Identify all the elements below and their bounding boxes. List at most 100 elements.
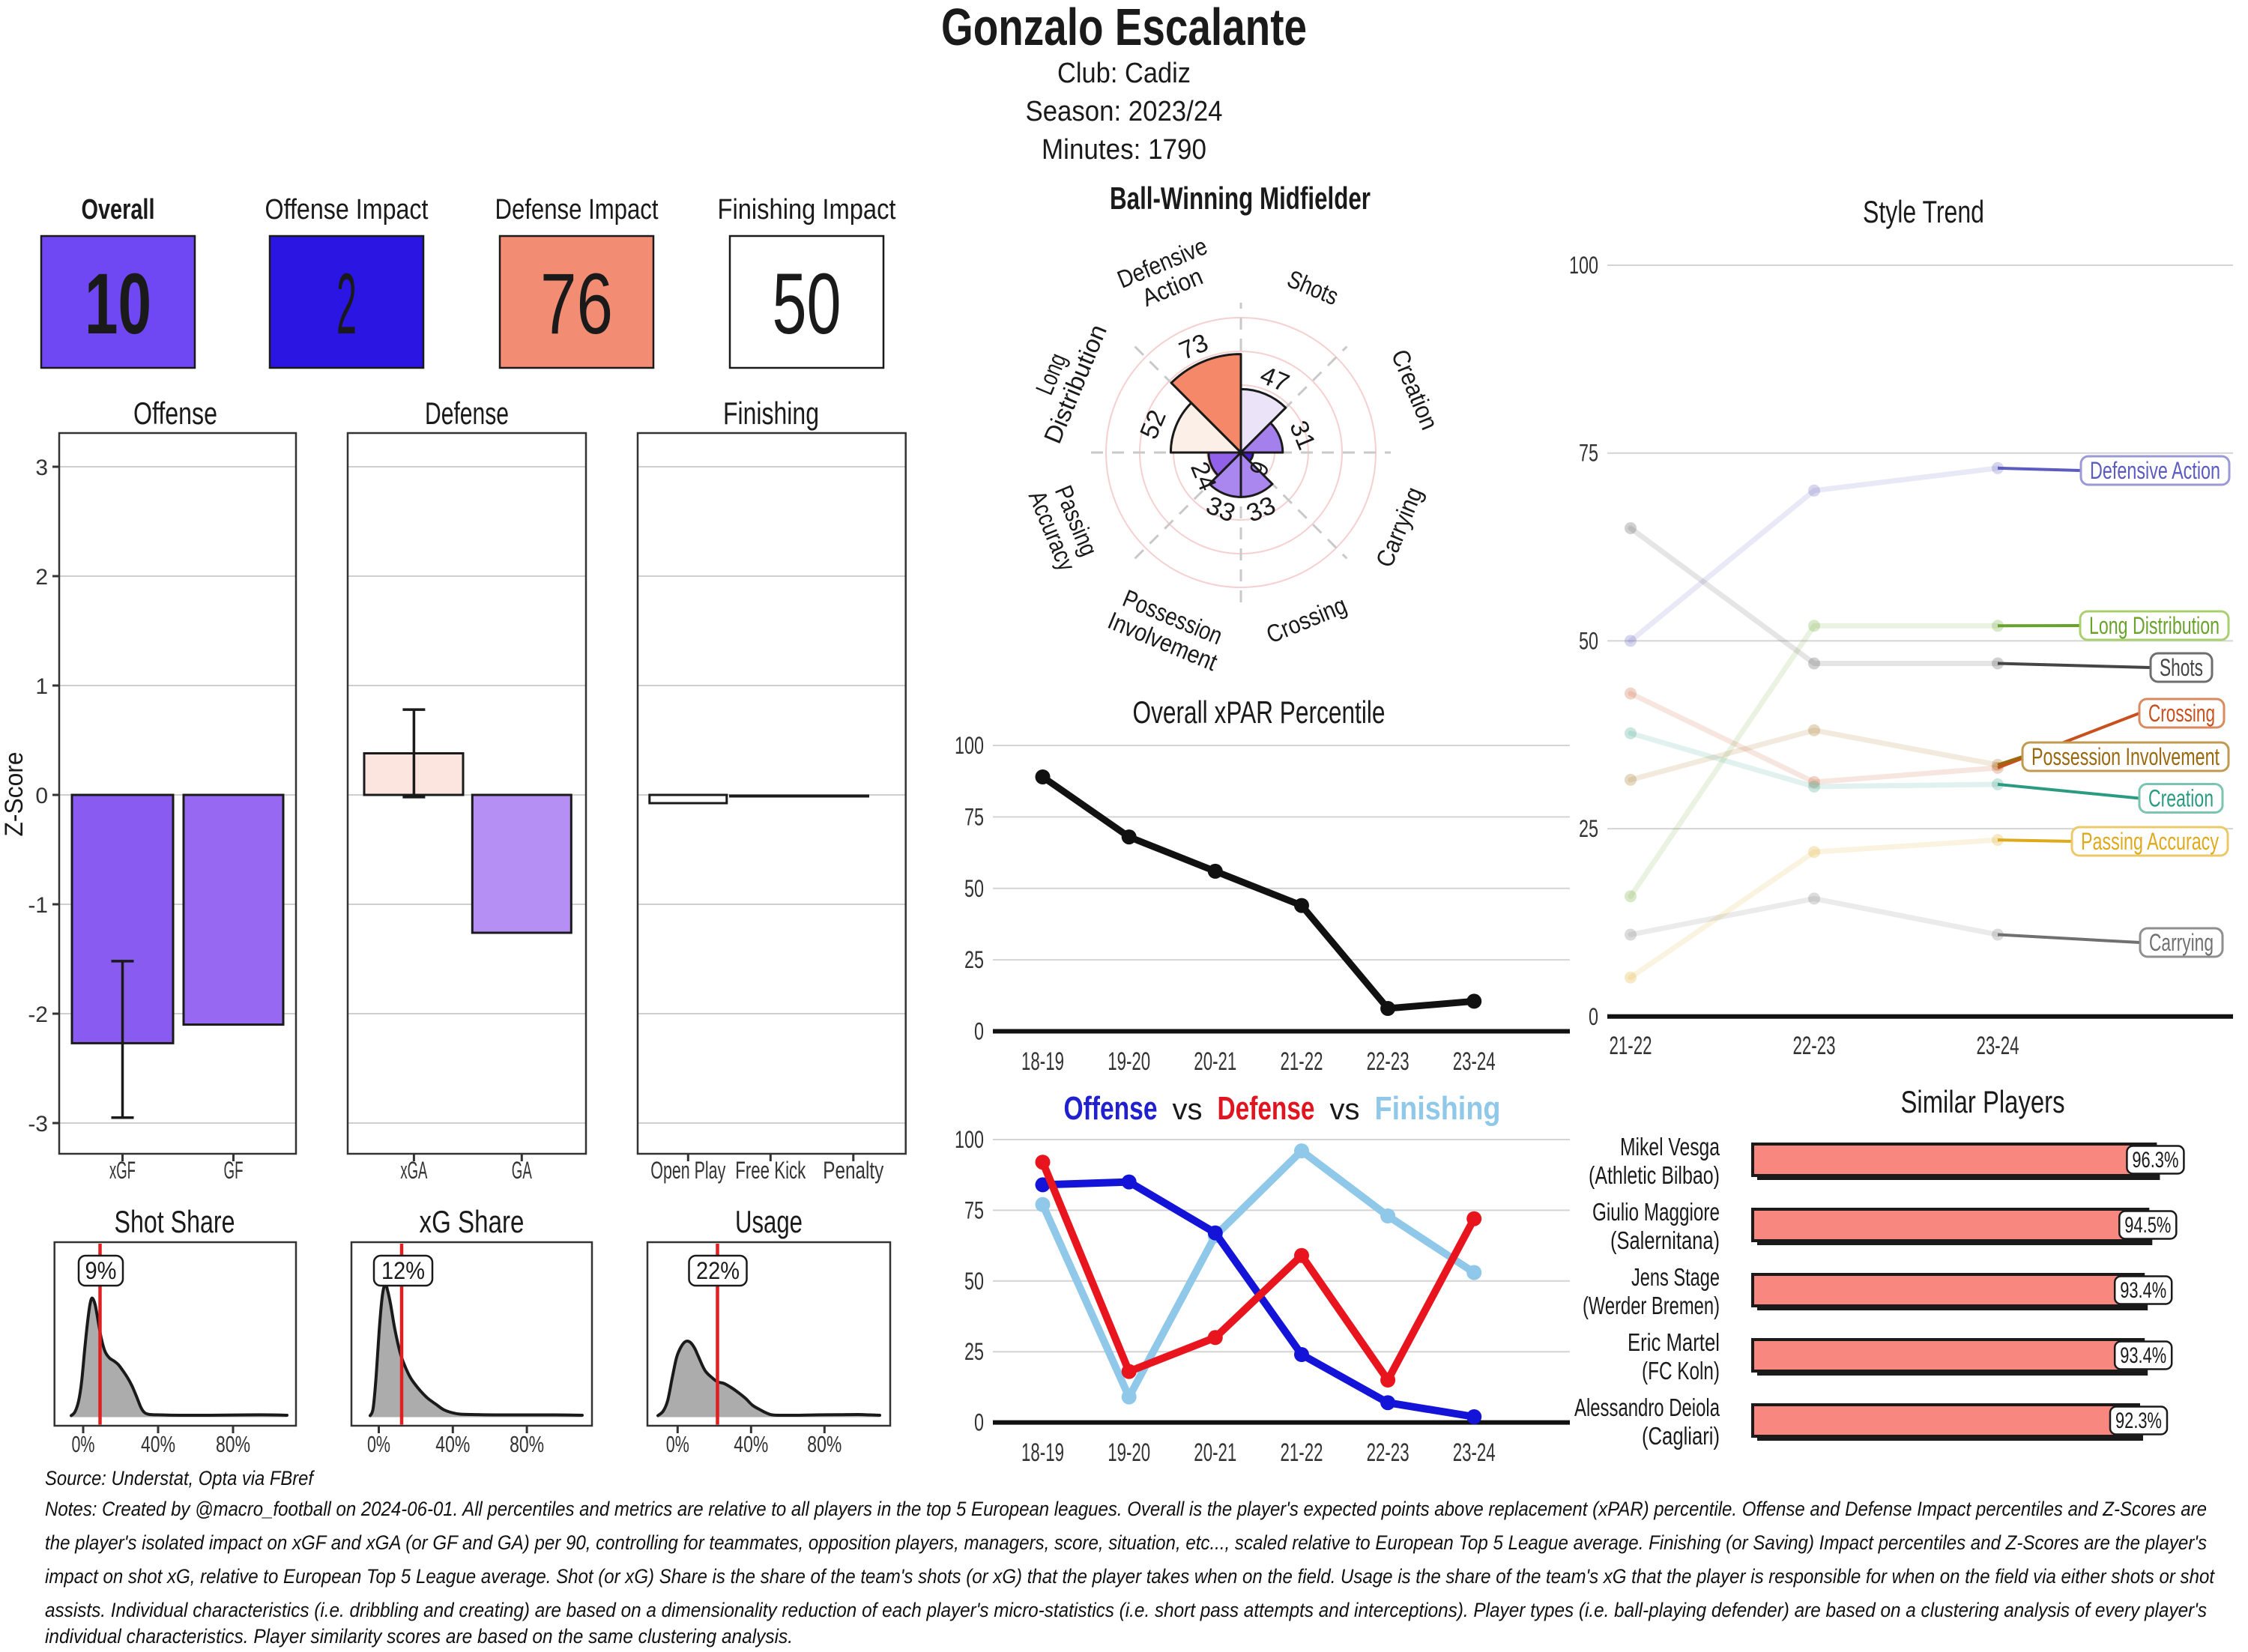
svg-text:21-22: 21-22 — [1281, 1438, 1323, 1467]
svg-text:93.4%: 93.4% — [2120, 1343, 2166, 1368]
svg-text:40%: 40% — [734, 1431, 768, 1457]
svg-text:23-24: 23-24 — [1453, 1047, 1496, 1076]
svg-text:12%: 12% — [381, 1257, 425, 1284]
svg-text:(FC Koln): (FC Koln) — [1642, 1357, 1720, 1385]
svg-text:23-24: 23-24 — [1977, 1032, 2019, 1060]
svg-text:Possession Involvement: Possession Involvement — [2031, 743, 2220, 770]
svg-text:0: 0 — [974, 1018, 984, 1045]
svg-text:80%: 80% — [510, 1431, 544, 1457]
svg-text:Eric Martel: Eric Martel — [1628, 1328, 1720, 1356]
svg-text:(Cagliari): (Cagliari) — [1642, 1422, 1720, 1450]
svg-text:96.3%: 96.3% — [2132, 1148, 2178, 1173]
svg-text:50: 50 — [1579, 627, 1598, 654]
svg-text:2: 2 — [35, 565, 48, 590]
svg-text:25: 25 — [1579, 815, 1598, 842]
svg-text:Crossing: Crossing — [2148, 700, 2215, 727]
svg-text:the player's isolated impact o: the player's isolated impact on xGF and … — [45, 1531, 2207, 1554]
svg-text:GF: GF — [224, 1157, 244, 1184]
svg-text:0%: 0% — [367, 1431, 390, 1457]
svg-text:xG Share: xG Share — [420, 1204, 525, 1239]
svg-text:23-24: 23-24 — [1453, 1438, 1496, 1467]
svg-text:18-19: 18-19 — [1021, 1047, 1064, 1076]
svg-text:Shot Share: Shot Share — [115, 1204, 235, 1239]
svg-text:individual characteristics. Pl: individual characteristics. Player simil… — [45, 1625, 793, 1648]
svg-text:Penalty: Penalty — [823, 1157, 883, 1184]
svg-text:vs: vs — [1330, 1093, 1360, 1126]
svg-text:92.3%: 92.3% — [2115, 1409, 2162, 1433]
svg-text:25: 25 — [964, 946, 984, 973]
svg-text:Usage: Usage — [735, 1204, 803, 1239]
svg-text:18-19: 18-19 — [1021, 1438, 1064, 1467]
svg-text:GA: GA — [512, 1157, 532, 1184]
svg-text:(Salernitana): (Salernitana) — [1610, 1226, 1720, 1254]
svg-text:Similar Players: Similar Players — [1901, 1084, 2065, 1119]
svg-text:Free Kick: Free Kick — [735, 1157, 806, 1184]
svg-text:Notes: Created by @macro_footb: Notes: Created by @macro_football on 202… — [45, 1498, 2207, 1520]
svg-text:Offense: Offense — [133, 396, 217, 431]
svg-text:50: 50 — [964, 875, 984, 902]
svg-text:3: 3 — [35, 456, 48, 480]
svg-text:xGF: xGF — [109, 1157, 136, 1184]
svg-text:0%: 0% — [666, 1431, 689, 1457]
svg-text:50: 50 — [773, 256, 842, 352]
svg-text:Ball-Winning Midfielder: Ball-Winning Midfielder — [1110, 181, 1371, 216]
svg-text:Style Trend: Style Trend — [1863, 194, 1984, 229]
svg-text:Defense: Defense — [1218, 1090, 1315, 1127]
svg-text:80%: 80% — [216, 1431, 250, 1457]
svg-text:Passing Accuracy: Passing Accuracy — [2081, 828, 2219, 855]
svg-text:(Werder Bremen): (Werder Bremen) — [1583, 1292, 1720, 1319]
svg-text:50: 50 — [964, 1268, 984, 1295]
svg-text:22%: 22% — [696, 1257, 740, 1284]
svg-text:19-20: 19-20 — [1108, 1047, 1150, 1076]
svg-text:-3: -3 — [28, 1112, 48, 1137]
svg-text:Minutes: 1790: Minutes: 1790 — [1042, 134, 1206, 166]
svg-text:0: 0 — [35, 784, 48, 808]
svg-text:Gonzalo Escalante: Gonzalo Escalante — [941, 0, 1307, 56]
svg-text:Offense Impact: Offense Impact — [265, 194, 429, 226]
svg-text:impact on shot xG, relative to: impact on shot xG, relative to European … — [45, 1565, 2215, 1588]
svg-text:Creation: Creation — [2148, 785, 2214, 812]
svg-text:19-20: 19-20 — [1108, 1438, 1150, 1467]
svg-text:0%: 0% — [72, 1431, 95, 1457]
svg-text:75: 75 — [1579, 440, 1598, 467]
svg-text:25: 25 — [964, 1338, 984, 1365]
svg-text:21-22: 21-22 — [1610, 1032, 1652, 1060]
svg-text:Alessandro Deiola: Alessandro Deiola — [1574, 1394, 1720, 1421]
svg-text:75: 75 — [964, 1196, 984, 1223]
svg-text:100: 100 — [955, 1126, 984, 1153]
svg-text:Finishing Impact: Finishing Impact — [718, 194, 896, 226]
svg-text:40%: 40% — [141, 1431, 175, 1457]
svg-text:22-23: 22-23 — [1367, 1047, 1409, 1076]
svg-text:1: 1 — [35, 674, 48, 699]
svg-text:Overall: Overall — [82, 194, 155, 226]
svg-text:Club: Cadiz: Club: Cadiz — [1057, 58, 1191, 89]
svg-text:Offense: Offense — [1064, 1090, 1158, 1127]
svg-text:Long Distribution: Long Distribution — [2089, 612, 2220, 639]
svg-text:75: 75 — [964, 803, 984, 830]
svg-text:100: 100 — [955, 732, 984, 759]
svg-text:2: 2 — [336, 256, 357, 352]
svg-text:20-21: 20-21 — [1194, 1047, 1236, 1076]
svg-text:vs: vs — [1173, 1093, 1203, 1126]
svg-text:Open Play: Open Play — [650, 1157, 725, 1184]
svg-text:assists. Individual characteri: assists. Individual characteristics (i.e… — [45, 1599, 2207, 1621]
svg-text:20-21: 20-21 — [1194, 1438, 1236, 1467]
svg-text:Z-Score: Z-Score — [0, 752, 28, 837]
svg-text:21-22: 21-22 — [1281, 1047, 1323, 1076]
svg-text:9%: 9% — [85, 1257, 117, 1284]
svg-text:Giulio Maggiore: Giulio Maggiore — [1592, 1198, 1720, 1226]
svg-text:xGA: xGA — [400, 1157, 427, 1184]
svg-text:76: 76 — [540, 256, 613, 352]
svg-text:Jens Stage: Jens Stage — [1631, 1263, 1720, 1291]
svg-text:Defense Impact: Defense Impact — [495, 194, 659, 226]
svg-text:Shots: Shots — [2160, 654, 2203, 681]
svg-text:Defense: Defense — [425, 396, 509, 431]
svg-text:Overall xPAR Percentile: Overall xPAR Percentile — [1133, 695, 1386, 730]
svg-text:-2: -2 — [28, 1002, 48, 1027]
svg-text:(Athletic Bilbao): (Athletic Bilbao) — [1589, 1161, 1720, 1189]
svg-text:22-23: 22-23 — [1793, 1032, 1836, 1060]
svg-text:94.5%: 94.5% — [2124, 1213, 2171, 1238]
svg-text:Finishing: Finishing — [1375, 1090, 1501, 1127]
svg-text:0: 0 — [974, 1409, 984, 1436]
svg-text:Defensive Action: Defensive Action — [2090, 457, 2220, 484]
